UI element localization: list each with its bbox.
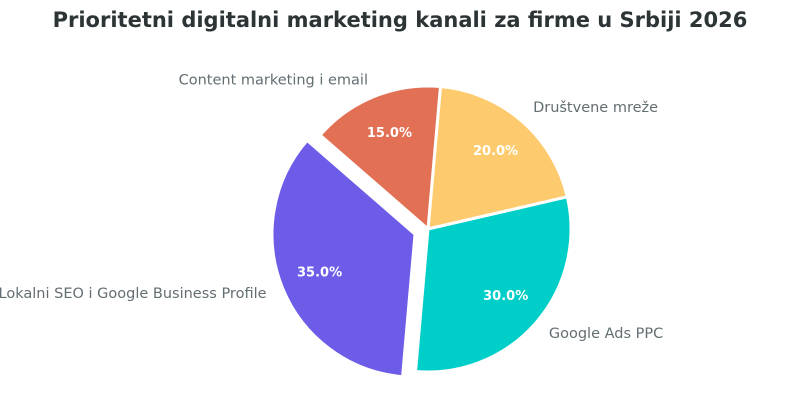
pie-slice-lokalni-seo-i-google-business-profile [270, 138, 417, 379]
percent-label-content-marketing-i-email: 15.0% [367, 126, 412, 141]
category-label-drustvene-mreze: Društvene mreže [533, 100, 658, 116]
category-labels: Društvene mreže Google Ads PPC Lokalni SEO… [0, 73, 663, 343]
category-label-lokalni-seo-i-google-business-profile: Lokalni SEO i Google Business Profile [0, 286, 267, 302]
pie-slice-google-ads-ppc [414, 195, 573, 374]
percentage-labels: 20.0% 30.0% 35.0% 15.0% [297, 126, 528, 304]
pie-slices [270, 84, 573, 379]
category-label-content-marketing-i-email: Content marketing i email [179, 73, 368, 89]
chart-title: Prioritetni digitalni marketing kanali z… [52, 8, 748, 32]
pie-slice-drustvene-mreze [426, 85, 569, 231]
pie-slice-content-marketing-i-email [318, 84, 442, 231]
percent-label-lokalni-seo-i-google-business-profile: 35.0% [297, 265, 342, 280]
category-label-google-ads-ppc: Google Ads PPC [549, 326, 663, 342]
percent-label-drustvene-mreze: 20.0% [473, 144, 518, 159]
percent-label-google-ads-ppc: 30.0% [483, 289, 528, 304]
